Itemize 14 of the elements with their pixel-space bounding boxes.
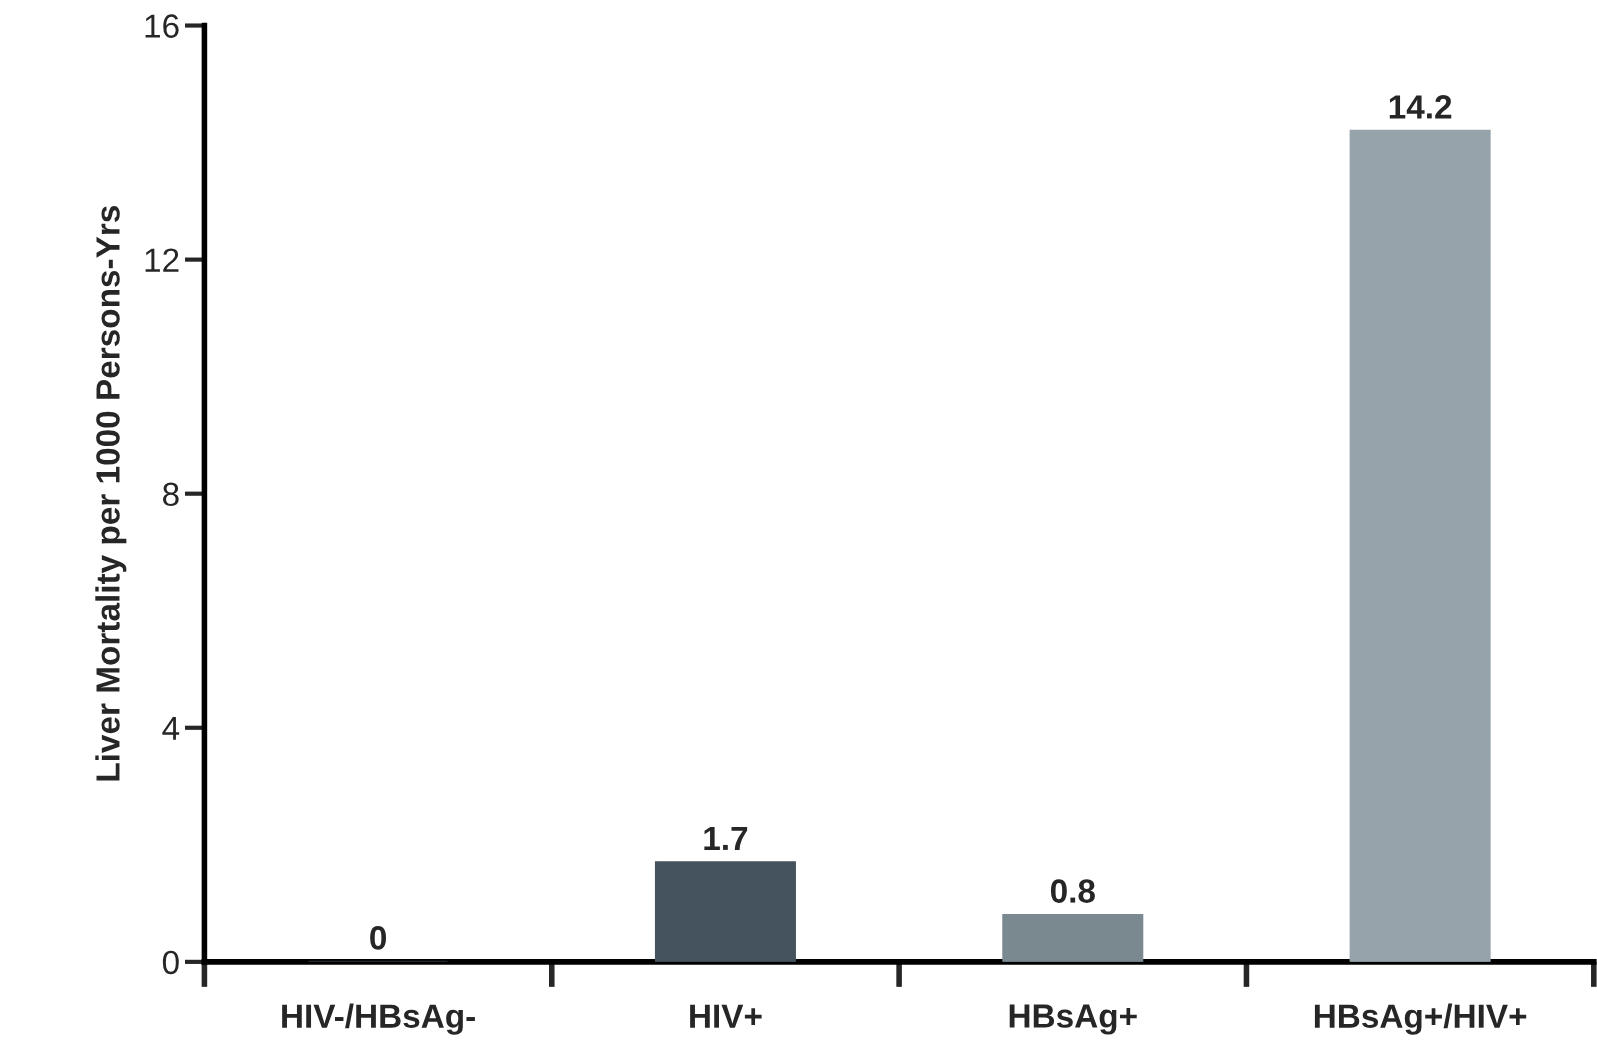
data-label: 14.2 — [1389, 95, 1452, 119]
y-tick-label: 16 — [145, 14, 179, 38]
data-label: 1.7 — [704, 826, 748, 850]
y-tick-label: 12 — [145, 248, 179, 272]
y-tick-label: 4 — [162, 716, 180, 740]
x-tick-label: HIV-/HBsAg- — [282, 1003, 475, 1035]
data-label: 0.8 — [1050, 879, 1095, 903]
data-label: 0 — [370, 926, 386, 950]
y-tick-label: 8 — [163, 482, 179, 507]
x-tick-label: HBsAg+/HIV+ — [1314, 1003, 1527, 1035]
y-tick-label: 0 — [162, 950, 179, 975]
y-axis-title: Liver Mortality per 1000 Persons-Yrs — [95, 206, 127, 781]
x-tick-label: HIV+ — [690, 1004, 762, 1028]
x-tick-label: HBsAg+ — [1009, 1004, 1137, 1035]
